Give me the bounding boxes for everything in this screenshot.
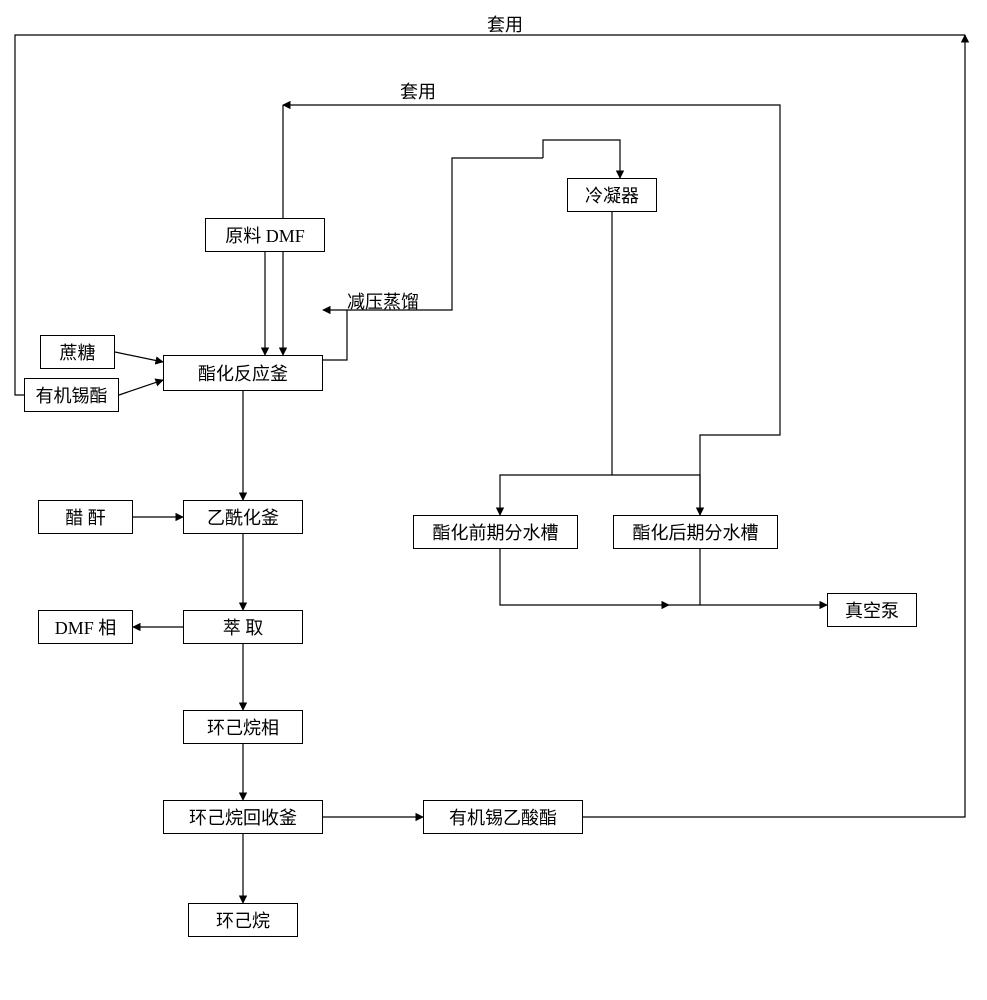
node-ester-reactor: 酯化反应釜 (163, 355, 323, 391)
node-sucrose: 蔗糖 (40, 335, 115, 369)
node-vacuum-pump: 真空泵 (827, 593, 917, 627)
node-water-tank-post: 酯化后期分水槽 (613, 515, 778, 549)
node-acetic-anhydride: 醋 酐 (38, 500, 133, 534)
node-tin-ester: 有机锡酯 (24, 378, 119, 412)
diagram-canvas: 套用 套用 减压蒸馏 原料 DMF 蔗糖 有机锡酯 酯化反应釜 冷凝器 醋 酐 … (0, 0, 987, 1000)
node-dmf-phase: DMF 相 (38, 610, 133, 644)
node-dmf-raw: 原料 DMF (205, 218, 325, 252)
node-tin-acetate: 有机锡乙酸酯 (423, 800, 583, 834)
node-condenser: 冷凝器 (567, 178, 657, 212)
node-cyclohexane-recovery: 环己烷回收釜 (163, 800, 323, 834)
edges-layer (0, 0, 987, 1000)
recycle-label-mid: 套用 (400, 78, 436, 104)
node-water-tank-pre: 酯化前期分水槽 (413, 515, 578, 549)
recycle-label-top: 套用 (487, 11, 523, 37)
node-acetylation: 乙酰化釜 (183, 500, 303, 534)
distill-label: 减压蒸馏 (347, 288, 419, 314)
node-cyclohexane: 环己烷 (188, 903, 298, 937)
node-cyclohexane-phase: 环己烷相 (183, 710, 303, 744)
node-extraction: 萃 取 (183, 610, 303, 644)
